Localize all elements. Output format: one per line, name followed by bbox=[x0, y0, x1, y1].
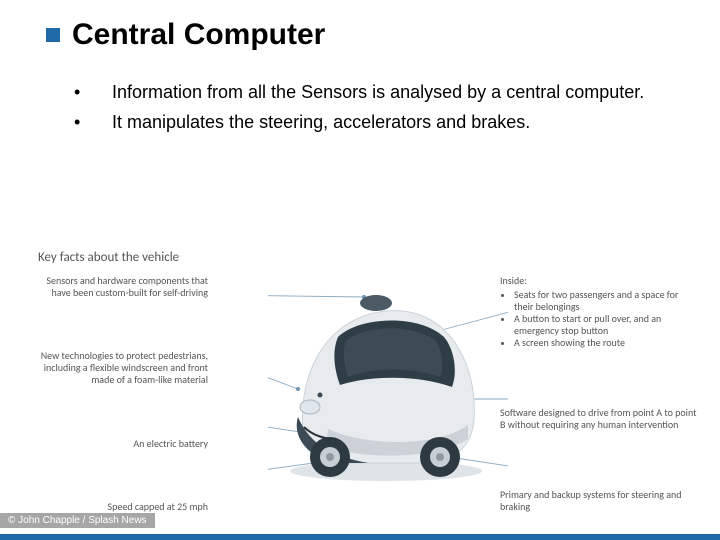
bullet-item: • Information from all the Sensors is an… bbox=[70, 80, 680, 104]
car-svg bbox=[268, 279, 508, 489]
callout-subitem: Seats for two passengers and a space for… bbox=[514, 289, 700, 313]
callout-text: Speed capped at 25 mph bbox=[38, 501, 208, 513]
right-callouts: Inside: Seats for two passengers and a s… bbox=[500, 271, 700, 539]
bullet-dot: • bbox=[70, 110, 112, 134]
infographic-heading: Key facts about the vehicle bbox=[38, 250, 700, 265]
bullet-dot: • bbox=[70, 80, 112, 104]
bullet-text: It manipulates the steering, accelerator… bbox=[112, 110, 680, 134]
title-row: Central Computer bbox=[0, 0, 720, 52]
callout-sublist: Seats for two passengers and a space for… bbox=[500, 289, 700, 349]
slide-title: Central Computer bbox=[72, 18, 325, 52]
callout-block: Inside: Seats for two passengers and a s… bbox=[500, 275, 700, 349]
bullet-item: • It manipulates the steering, accelerat… bbox=[70, 110, 680, 134]
left-callouts: Sensors and hardware components that hav… bbox=[38, 271, 208, 519]
callout-text: Sensors and hardware components that hav… bbox=[38, 275, 208, 299]
callout-text: An electric battery bbox=[38, 438, 208, 450]
callout-subitem: A button to start or pull over, and an e… bbox=[514, 313, 700, 337]
image-credit: © John Chapple / Splash News bbox=[0, 513, 155, 528]
title-bullet-square bbox=[46, 28, 60, 42]
callout-text: New technologies to protect pedestrians,… bbox=[38, 350, 208, 386]
infographic-body: Sensors and hardware components that hav… bbox=[38, 271, 700, 509]
car-illustration bbox=[268, 279, 508, 489]
bullet-list: • Information from all the Sensors is an… bbox=[0, 80, 720, 134]
slide: Central Computer • Information from all … bbox=[0, 0, 720, 540]
callout-subitem: A screen showing the route bbox=[514, 337, 700, 349]
callout-text: Primary and backup systems for steering … bbox=[500, 489, 700, 513]
infographic: Key facts about the vehicle Sensors and … bbox=[38, 250, 700, 514]
bullet-text: Information from all the Sensors is anal… bbox=[112, 80, 680, 104]
callout-text: Software designed to drive from point A … bbox=[500, 407, 700, 431]
